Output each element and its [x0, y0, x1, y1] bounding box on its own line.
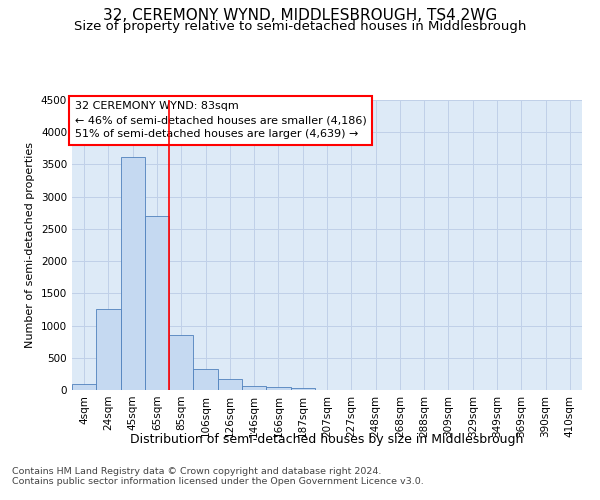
Bar [145, 216, 169, 390]
Text: Contains HM Land Registry data © Crown copyright and database right 2024.: Contains HM Land Registry data © Crown c… [12, 468, 382, 476]
Bar [242, 386, 266, 390]
Bar [290, 388, 315, 390]
Text: Size of property relative to semi-detached houses in Middlesbrough: Size of property relative to semi-detach… [74, 20, 526, 33]
Bar [218, 380, 242, 390]
Text: 32, CEREMONY WYND, MIDDLESBROUGH, TS4 2WG: 32, CEREMONY WYND, MIDDLESBROUGH, TS4 2W… [103, 8, 497, 22]
Bar [266, 387, 290, 390]
Bar [96, 310, 121, 390]
Text: Distribution of semi-detached houses by size in Middlesbrough: Distribution of semi-detached houses by … [130, 432, 524, 446]
Bar [72, 384, 96, 390]
Text: Contains public sector information licensed under the Open Government Licence v3: Contains public sector information licen… [12, 478, 424, 486]
Text: 32 CEREMONY WYND: 83sqm
← 46% of semi-detached houses are smaller (4,186)
51% of: 32 CEREMONY WYND: 83sqm ← 46% of semi-de… [74, 102, 366, 140]
Y-axis label: Number of semi-detached properties: Number of semi-detached properties [25, 142, 35, 348]
Bar [193, 368, 218, 390]
Bar [169, 335, 193, 390]
Bar [121, 156, 145, 390]
